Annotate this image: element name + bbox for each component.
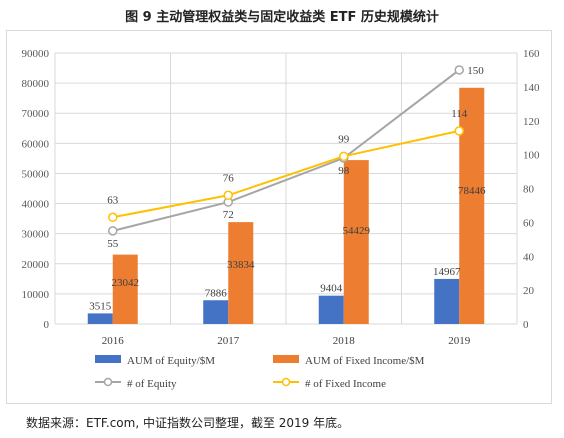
bar-data-label: 9404 <box>320 283 343 295</box>
line-marker <box>454 126 464 136</box>
y-right-tick-label: 60 <box>523 217 535 229</box>
legend-swatch <box>95 355 121 363</box>
y-left-tick-label: 80000 <box>22 78 50 90</box>
bar-fixed-income <box>343 160 369 324</box>
bar-fixed-income <box>112 254 138 324</box>
bar-data-label: 54429 <box>343 225 371 237</box>
bar-data-label: 14967 <box>433 266 461 278</box>
y-left-tick-label: 0 <box>44 319 50 331</box>
source-note: 数据来源：ETF.com, 中证指数公司整理，截至 2019 年底。 <box>26 416 350 430</box>
line-data-label: 63 <box>107 194 119 206</box>
line-equity <box>112 69 460 232</box>
line-marker <box>223 190 233 201</box>
bar-equity <box>318 295 344 324</box>
legend-label: AUM of Equity/$M <box>127 355 215 367</box>
line-data-label: 76 <box>223 172 235 184</box>
bar-equity <box>434 278 460 324</box>
bar-fixed-income <box>228 222 254 324</box>
line-data-label: 55 <box>107 238 119 250</box>
legend-swatch <box>273 355 299 363</box>
y-right-tick-label: 20 <box>523 285 535 297</box>
line-marker <box>339 151 349 162</box>
y-right-tick-label: 80 <box>523 184 535 196</box>
x-tick-label: 2019 <box>448 335 471 347</box>
y-right-tick-label: 100 <box>523 150 540 162</box>
x-tick-label: 2017 <box>217 335 240 347</box>
line-data-label: 72 <box>223 209 234 221</box>
y-left-tick-label: 50000 <box>22 168 50 180</box>
line-fixed-income <box>112 129 460 219</box>
y-left-tick-label: 30000 <box>22 229 50 241</box>
y-left-tick-label: 20000 <box>22 259 50 271</box>
bar-data-label: 3515 <box>89 300 112 312</box>
legend-swatch-marker <box>281 377 291 387</box>
legend-label: AUM of Fixed Income/$M <box>305 355 425 367</box>
line-marker <box>108 226 118 236</box>
legend-swatch-marker <box>103 377 113 387</box>
x-tick-label: 2016 <box>102 335 125 347</box>
y-right-tick-label: 140 <box>523 82 540 94</box>
bar-equity <box>87 313 113 324</box>
chart-container: 0 10000 20000 30000 40000 50000 60000 70000 8000… <box>6 30 552 404</box>
bar-equity <box>203 300 229 324</box>
y-right-tick-label: 120 <box>523 116 540 128</box>
combo-chart: 0 10000 20000 30000 40000 50000 60000 70000 8000… <box>22 48 541 390</box>
line-data-label: 98 <box>338 165 350 177</box>
y-left-tick-label: 40000 <box>22 199 50 211</box>
y-left-tick-label: 10000 <box>22 289 50 301</box>
line-data-label: 150 <box>467 65 484 77</box>
bar-fixed-income <box>459 87 485 324</box>
line-marker <box>454 65 464 75</box>
chart-title: 图 9 主动管理权益类与固定收益类 ETF 历史规模统计 <box>125 10 439 25</box>
line-marker <box>108 212 118 223</box>
legend-label: # of Fixed Income <box>305 378 386 390</box>
x-tick-label: 2018 <box>333 335 356 347</box>
line-data-label: 114 <box>451 108 468 120</box>
y-right-tick-label: 0 <box>523 319 529 331</box>
bar-data-label: 78446 <box>458 185 486 197</box>
y-left-tick-label: 60000 <box>22 138 50 150</box>
legend-label: # of Equity <box>127 378 177 390</box>
y-right-tick-label: 160 <box>523 48 540 60</box>
y-left-tick-label: 70000 <box>22 108 50 120</box>
y-right-tick-label: 40 <box>523 251 535 263</box>
bar-data-label: 7886 <box>205 287 228 299</box>
bar-data-label: 33834 <box>227 259 255 271</box>
bar-data-label: 23042 <box>112 277 140 289</box>
y-left-tick-label: 90000 <box>22 48 50 60</box>
line-data-label: 99 <box>338 133 350 145</box>
